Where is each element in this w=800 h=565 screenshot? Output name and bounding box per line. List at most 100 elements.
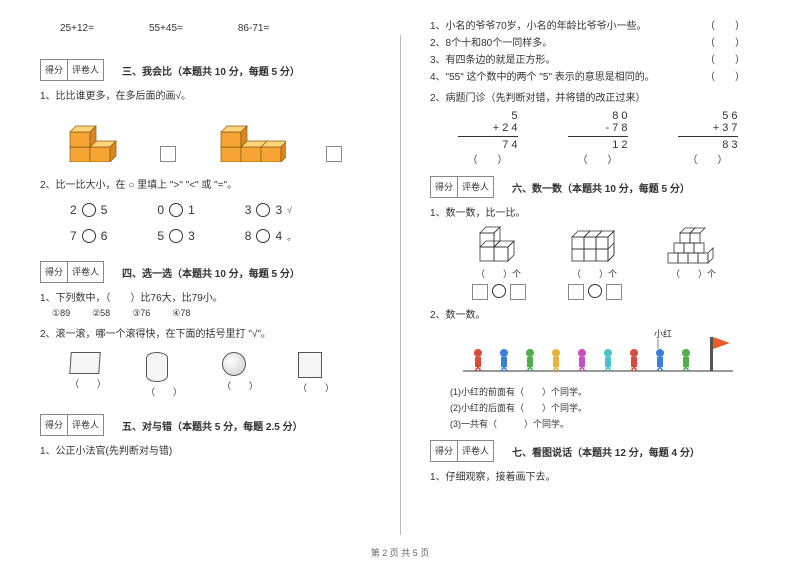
- count-unit[interactable]: （ ）个: [664, 267, 724, 280]
- people-lineup: 小红: [458, 329, 738, 377]
- score-box: 得分 评卷人: [40, 261, 104, 283]
- paren[interactable]: （ ）: [298, 381, 334, 394]
- dot: 。: [287, 230, 296, 243]
- score-box: 得分 评卷人: [430, 440, 494, 462]
- tf-paren[interactable]: （ ）: [705, 17, 745, 32]
- section-3-header: 得分 评卷人 三、我会比（本题共 10 分，每题 5 分）: [40, 59, 375, 81]
- cmp-0-b: 5: [101, 203, 108, 217]
- cmp-5-a: 8: [245, 229, 252, 243]
- grader-label: 评卷人: [68, 60, 103, 80]
- s6-q1: 1、数一数，比一比。: [430, 204, 765, 219]
- cmp-0-a: 2: [70, 203, 77, 217]
- cmp-2-b: 3: [275, 203, 282, 217]
- tf3: 3、有四条边的就是正方形。: [430, 51, 556, 66]
- s6-s2[interactable]: (2)小红的后面有（ ）个同学。: [430, 401, 765, 414]
- s6-s3[interactable]: (3)一共有（ ）个同学。: [430, 417, 765, 430]
- answer-box[interactable]: [568, 284, 584, 300]
- cylinder-shape: [146, 352, 168, 382]
- count-cubes-row: （ ）个 （ ）个: [430, 225, 765, 300]
- rule-line: [568, 136, 628, 137]
- paren[interactable]: （ ）: [70, 377, 106, 390]
- v2-top: 8 0: [568, 110, 628, 122]
- s6-s1[interactable]: (1)小红的前面有（ ）个同学。: [430, 385, 765, 398]
- count-unit[interactable]: （ ）个: [472, 267, 526, 280]
- v2-sum: 1 2: [568, 139, 628, 151]
- answer-box[interactable]: [510, 284, 526, 300]
- score-box: 得分 评卷人: [40, 414, 104, 436]
- cmp-circle[interactable]: [256, 229, 270, 243]
- count-unit[interactable]: （ ）个: [566, 267, 624, 280]
- tick-mark: √: [287, 205, 292, 215]
- right-column: 1、小名的爷爷70岁，小名的年龄比爷爷小一些。（ ） 2、8个十和80个一同样多…: [400, 0, 800, 565]
- tf4: 4、"55" 这个数中的两个 "5" 表示的意思是相同的。: [430, 68, 655, 83]
- tf-paren[interactable]: （ ）: [705, 68, 745, 83]
- cubes-comparison: [40, 106, 375, 170]
- cube-stack-right: [216, 112, 286, 162]
- cmp-3-b: 6: [101, 229, 108, 243]
- opt-d: ④78: [172, 308, 190, 319]
- v3-add: + 3 7: [678, 122, 738, 134]
- s3-q2: 2、比一比大小，在 ○ 里填上 ">" "<" 或 "="。: [40, 176, 375, 191]
- section-3-title: 三、我会比（本题共 10 分，每题 5 分）: [114, 63, 300, 78]
- arith-a: 25+12=: [60, 23, 94, 34]
- cmp-5-b: 4: [275, 229, 282, 243]
- s5-q1: 1、公正小法官(先判断对与错): [40, 442, 375, 457]
- grader-label: 评卷人: [458, 441, 493, 461]
- compare-row-2: 76 53 84。: [40, 221, 375, 247]
- opt-c: ③76: [132, 308, 150, 319]
- arith-b: 55+45=: [149, 23, 183, 34]
- xiaohong-label: 小红: [654, 329, 672, 339]
- v2-paren[interactable]: （ ）: [568, 151, 628, 166]
- arith-c: 86-71=: [238, 23, 269, 34]
- answer-circle[interactable]: [492, 284, 506, 298]
- cmp-3-a: 7: [70, 229, 77, 243]
- v3-paren[interactable]: （ ）: [678, 151, 738, 166]
- rule-line: [678, 136, 738, 137]
- compare-row-1: 2 5 0 1 3 3 √: [40, 195, 375, 221]
- grader-label: 评卷人: [68, 415, 103, 435]
- left-column: 25+12= 55+45= 86-71= 得分 评卷人 三、我会比（本题共 10…: [0, 0, 400, 565]
- score-label: 得分: [41, 262, 68, 282]
- checkbox-right[interactable]: [326, 146, 342, 162]
- cube-group-1: [472, 225, 522, 267]
- r-q2: 2、病题门诊（先判断对错，并将错的改正过来）: [430, 89, 765, 104]
- tf-paren[interactable]: （ ）: [705, 51, 745, 66]
- cmp-circle[interactable]: [256, 203, 270, 217]
- section-4-title: 四、选一选（本题共 10 分，每题 5 分）: [114, 265, 300, 280]
- answer-box[interactable]: [472, 284, 488, 300]
- paren[interactable]: （ ）: [146, 385, 182, 398]
- s7-q1: 1、仔细观察，接着画下去。: [430, 468, 765, 483]
- cmp-1-a: 0: [157, 203, 164, 217]
- answer-box[interactable]: [606, 284, 622, 300]
- tf-paren[interactable]: （ ）: [705, 34, 745, 49]
- cmp-circle[interactable]: [82, 203, 96, 217]
- paren[interactable]: （ ）: [222, 379, 258, 392]
- opt-b: ②58: [92, 308, 110, 319]
- score-label: 得分: [41, 415, 68, 435]
- grader-label: 评卷人: [68, 262, 103, 282]
- s4-options: ①89 ②58 ③76 ④78: [40, 308, 375, 319]
- section-6-title: 六、数一数（本题共 10 分，每题 5 分）: [504, 180, 690, 195]
- cmp-1-b: 1: [188, 203, 195, 217]
- shapes-row: （ ） （ ） （ ） （ ）: [40, 344, 375, 402]
- score-label: 得分: [431, 441, 458, 461]
- section-7-header: 得分 评卷人 七、看图说话（本题共 12 分，每题 4 分）: [430, 440, 765, 462]
- cube-stack-left: [60, 112, 120, 162]
- answer-circle[interactable]: [588, 284, 602, 298]
- v2-add: - 7 8: [568, 122, 628, 134]
- cube-group-3: [664, 225, 724, 267]
- checkbox-left[interactable]: [160, 146, 176, 162]
- s6-q2: 2、数一数。: [430, 306, 765, 321]
- rule-line: [458, 136, 518, 137]
- arithmetic-row: 25+12= 55+45= 86-71=: [40, 23, 375, 34]
- opt-a: ①89: [52, 308, 70, 319]
- cmp-2-a: 3: [245, 203, 252, 217]
- section-7-title: 七、看图说话（本题共 12 分，每题 4 分）: [504, 444, 700, 459]
- v3-sum: 8 3: [678, 139, 738, 151]
- cmp-circle[interactable]: [82, 229, 96, 243]
- tf1: 1、小名的爷爷70岁，小名的年龄比爷爷小一些。: [430, 17, 647, 32]
- v1-paren[interactable]: （ ）: [458, 151, 518, 166]
- cmp-circle[interactable]: [169, 203, 183, 217]
- cmp-circle[interactable]: [169, 229, 183, 243]
- section-5-header: 得分 评卷人 五、对与错（本题共 5 分，每题 2.5 分）: [40, 414, 375, 436]
